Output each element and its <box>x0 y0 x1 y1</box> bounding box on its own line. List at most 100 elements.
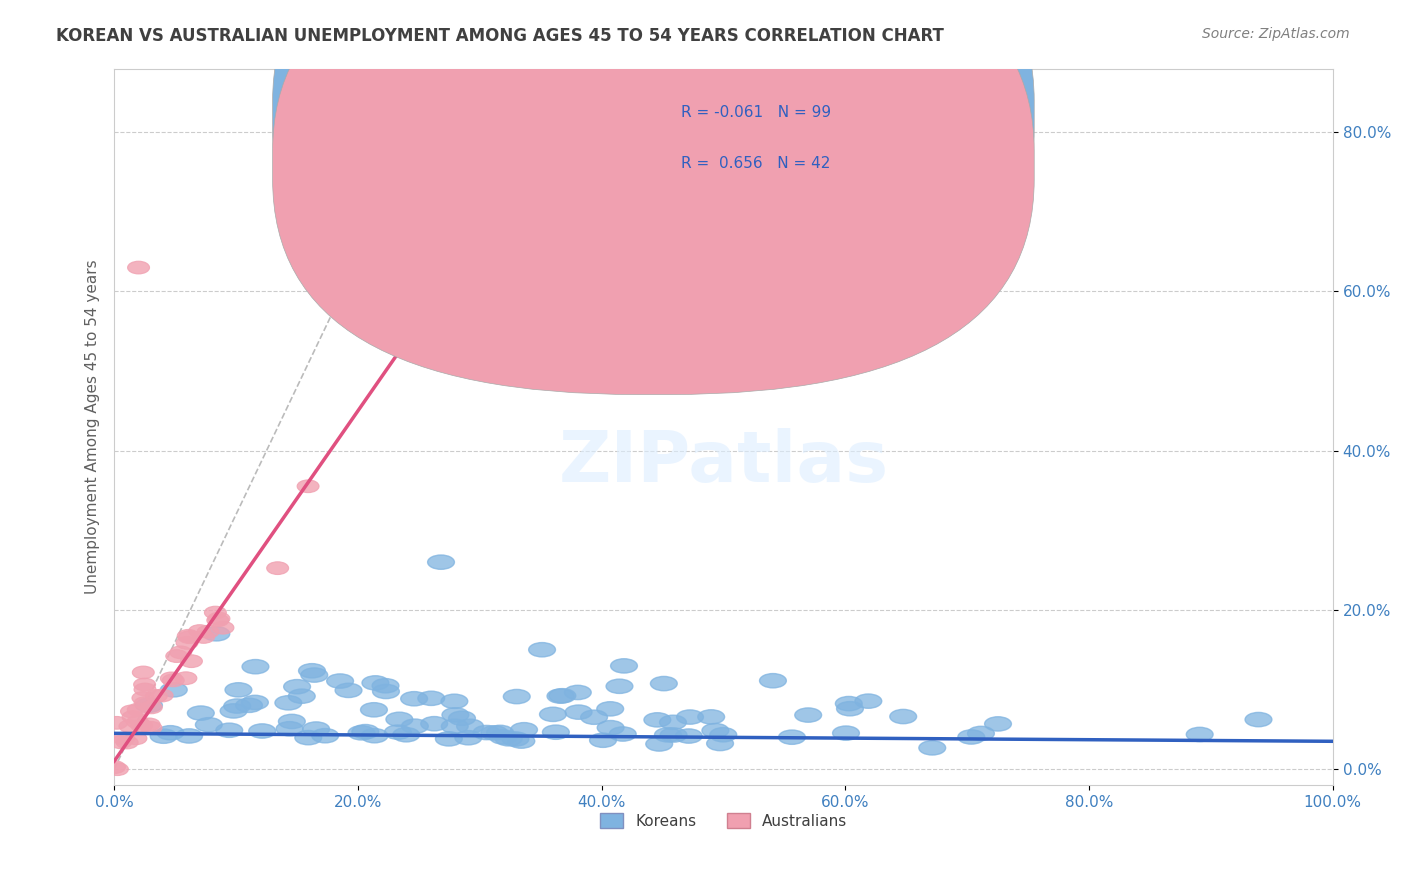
Ellipse shape <box>661 728 688 742</box>
Ellipse shape <box>104 761 125 773</box>
Legend: Koreans, Australians: Koreans, Australians <box>593 806 853 835</box>
Ellipse shape <box>392 728 419 742</box>
Ellipse shape <box>957 730 984 744</box>
Ellipse shape <box>120 720 141 732</box>
Ellipse shape <box>581 710 607 724</box>
Ellipse shape <box>349 726 375 740</box>
Ellipse shape <box>436 731 463 746</box>
Ellipse shape <box>384 725 412 739</box>
Ellipse shape <box>441 719 468 733</box>
Ellipse shape <box>207 614 229 627</box>
Ellipse shape <box>105 716 128 730</box>
Ellipse shape <box>145 690 167 702</box>
Ellipse shape <box>360 703 388 717</box>
Ellipse shape <box>486 725 513 739</box>
Ellipse shape <box>193 631 215 643</box>
Ellipse shape <box>529 642 555 657</box>
Ellipse shape <box>702 723 728 738</box>
Ellipse shape <box>420 716 447 731</box>
Ellipse shape <box>166 649 188 663</box>
Ellipse shape <box>335 683 361 698</box>
Ellipse shape <box>503 690 530 704</box>
Ellipse shape <box>361 676 389 690</box>
Ellipse shape <box>134 678 156 691</box>
Ellipse shape <box>176 729 202 743</box>
Ellipse shape <box>508 734 534 748</box>
Ellipse shape <box>779 730 806 744</box>
Ellipse shape <box>128 261 149 274</box>
Ellipse shape <box>121 705 142 718</box>
Ellipse shape <box>456 731 482 745</box>
Ellipse shape <box>385 712 413 726</box>
Ellipse shape <box>427 555 454 569</box>
Ellipse shape <box>373 679 399 693</box>
Ellipse shape <box>659 715 686 730</box>
Ellipse shape <box>134 683 156 696</box>
Ellipse shape <box>301 668 328 682</box>
Ellipse shape <box>564 685 591 699</box>
Ellipse shape <box>589 733 616 747</box>
Y-axis label: Unemployment Among Ages 45 to 54 years: Unemployment Among Ages 45 to 54 years <box>86 260 100 594</box>
Ellipse shape <box>128 703 149 716</box>
Ellipse shape <box>221 704 247 718</box>
Ellipse shape <box>495 731 522 746</box>
FancyBboxPatch shape <box>273 0 1035 344</box>
Ellipse shape <box>481 726 508 740</box>
Ellipse shape <box>418 691 444 706</box>
Ellipse shape <box>890 709 917 723</box>
Ellipse shape <box>655 728 682 742</box>
Ellipse shape <box>1246 713 1272 727</box>
Ellipse shape <box>547 689 574 703</box>
Ellipse shape <box>117 736 138 749</box>
Ellipse shape <box>107 763 128 775</box>
Ellipse shape <box>489 730 516 744</box>
Ellipse shape <box>125 732 146 745</box>
Ellipse shape <box>276 722 304 736</box>
Ellipse shape <box>276 696 302 710</box>
Ellipse shape <box>402 719 429 733</box>
Ellipse shape <box>832 726 859 740</box>
Ellipse shape <box>710 728 737 742</box>
Ellipse shape <box>180 655 202 667</box>
Ellipse shape <box>676 710 703 724</box>
Ellipse shape <box>131 719 153 732</box>
Ellipse shape <box>188 624 211 638</box>
Ellipse shape <box>759 673 786 688</box>
Text: R = -0.061   N = 99: R = -0.061 N = 99 <box>681 105 831 120</box>
Ellipse shape <box>242 695 269 710</box>
Ellipse shape <box>565 705 592 719</box>
Ellipse shape <box>141 701 162 714</box>
Ellipse shape <box>401 691 427 706</box>
Ellipse shape <box>132 666 155 679</box>
Ellipse shape <box>598 721 624 735</box>
Ellipse shape <box>644 713 671 727</box>
Text: R =  0.656   N = 42: R = 0.656 N = 42 <box>681 156 830 171</box>
Ellipse shape <box>474 725 501 739</box>
Ellipse shape <box>855 694 882 708</box>
Ellipse shape <box>157 725 184 740</box>
Ellipse shape <box>152 690 173 702</box>
Ellipse shape <box>212 622 233 634</box>
Ellipse shape <box>267 562 288 574</box>
Ellipse shape <box>224 698 250 714</box>
Ellipse shape <box>837 701 863 716</box>
Ellipse shape <box>502 731 529 747</box>
Ellipse shape <box>543 725 569 739</box>
Ellipse shape <box>150 729 177 743</box>
Ellipse shape <box>132 691 153 705</box>
Ellipse shape <box>295 731 322 745</box>
Ellipse shape <box>596 702 624 716</box>
Ellipse shape <box>794 708 821 723</box>
Ellipse shape <box>298 664 325 678</box>
Ellipse shape <box>177 630 200 642</box>
Ellipse shape <box>187 706 214 720</box>
Ellipse shape <box>127 715 149 729</box>
Ellipse shape <box>112 732 135 745</box>
Ellipse shape <box>540 707 567 722</box>
Ellipse shape <box>242 659 269 673</box>
Text: ZIPatlas: ZIPatlas <box>558 428 889 497</box>
Ellipse shape <box>160 682 187 697</box>
Ellipse shape <box>645 737 672 751</box>
Ellipse shape <box>361 729 388 743</box>
Ellipse shape <box>135 698 162 713</box>
